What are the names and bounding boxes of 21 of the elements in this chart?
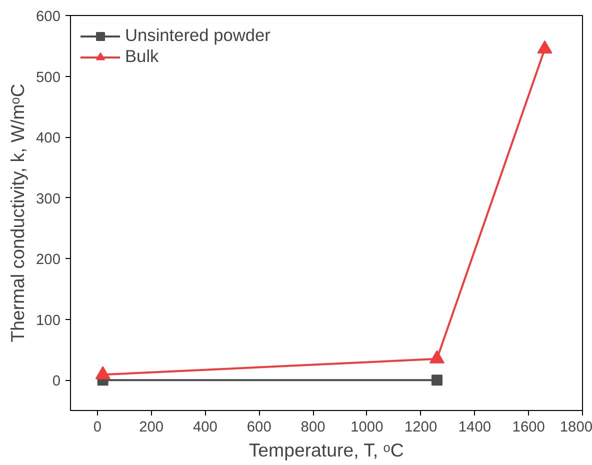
x-tick-label: 1600 (512, 420, 545, 436)
y-axis-title: Thermal conductivity, k, W/mᵒC (7, 84, 28, 342)
y-tick-label: 300 (36, 191, 61, 208)
x-tick-label: 0 (93, 420, 102, 436)
x-tick-label: 1800 (560, 420, 592, 436)
legend-label: Unsintered powder (125, 25, 270, 46)
x-tick-label: 200 (139, 420, 164, 436)
x-tick-label: 600 (246, 420, 272, 436)
x-tick-label: 1400 (458, 420, 492, 436)
y-tick-label: 0 (52, 374, 61, 390)
y-tick-label: 100 (36, 312, 61, 329)
x-tick-label: 1000 (350, 420, 384, 436)
y-tick-label: 500 (36, 70, 61, 86)
x-tick-label: 400 (193, 420, 218, 436)
y-tick-label: 400 (36, 130, 61, 147)
x-axis-title: Temperature, T, ᵒC (248, 440, 404, 460)
x-tick-label: 1200 (404, 420, 438, 436)
legend-label: Bulk (125, 46, 159, 67)
x-tick-label: 800 (300, 420, 326, 436)
y-tick-label: 600 (36, 9, 61, 25)
y-tick-label: 200 (36, 252, 61, 268)
